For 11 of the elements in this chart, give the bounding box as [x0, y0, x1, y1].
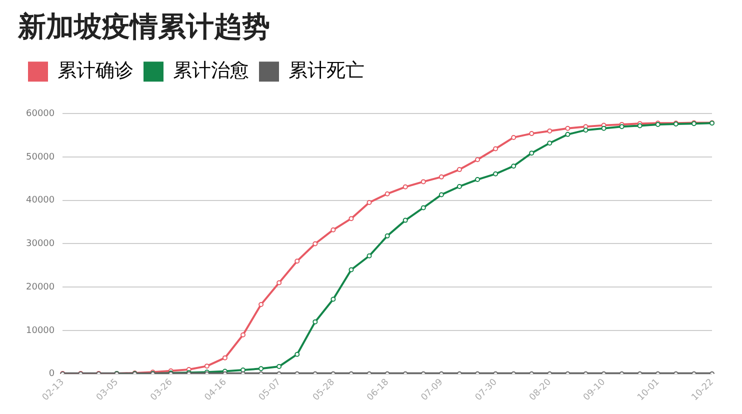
y-tick-label: 10000: [26, 326, 55, 336]
y-tick-label: 60000: [26, 108, 55, 119]
chart-title: 新加坡疫情累计趋势: [17, 10, 270, 44]
legend-label: 累计死亡: [288, 60, 364, 82]
y-tick-label: 0: [48, 369, 55, 380]
legend-label: 累计治愈: [173, 60, 249, 82]
y-tick-label: 30000: [26, 239, 55, 250]
y-tick-label: 40000: [26, 196, 55, 206]
y-tick-label: 50000: [26, 152, 55, 162]
y-tick-label: 20000: [26, 282, 55, 292]
legend-label: 累计确诊: [58, 60, 134, 82]
